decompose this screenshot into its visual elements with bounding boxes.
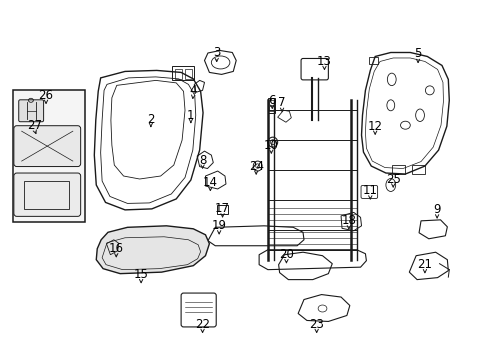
Bar: [13, 90, 85, 222]
Text: 7: 7: [278, 96, 285, 109]
FancyBboxPatch shape: [19, 100, 43, 122]
Text: 2: 2: [147, 113, 154, 126]
Bar: [217, 205, 227, 214]
Text: 14: 14: [203, 176, 218, 189]
Text: 24: 24: [248, 159, 263, 172]
Bar: [368, 58, 377, 64]
Bar: [24, 181, 69, 209]
Bar: [172, 67, 194, 80]
Text: 11: 11: [362, 184, 377, 197]
Text: 1: 1: [187, 109, 194, 122]
Bar: [411, 165, 425, 174]
Text: 18: 18: [341, 214, 356, 228]
Text: 21: 21: [417, 258, 431, 271]
Text: 22: 22: [195, 318, 210, 331]
Bar: [174, 69, 182, 79]
FancyBboxPatch shape: [14, 173, 81, 216]
Text: 26: 26: [39, 89, 53, 102]
Text: 4: 4: [189, 84, 197, 97]
Text: 3: 3: [213, 46, 220, 59]
Bar: [268, 106, 273, 111]
Bar: [391, 165, 405, 174]
Text: 20: 20: [279, 248, 293, 261]
Text: 13: 13: [316, 55, 331, 68]
Bar: [184, 69, 191, 79]
FancyBboxPatch shape: [14, 126, 81, 167]
Text: 8: 8: [199, 154, 206, 167]
Text: 25: 25: [385, 172, 400, 185]
Text: 12: 12: [367, 120, 382, 133]
Text: 16: 16: [108, 242, 123, 255]
Bar: [267, 98, 274, 113]
Text: 27: 27: [27, 119, 42, 132]
Bar: [268, 100, 273, 105]
Text: 10: 10: [264, 139, 278, 152]
Polygon shape: [96, 226, 209, 274]
Text: 6: 6: [268, 94, 276, 107]
Text: 17: 17: [215, 202, 229, 215]
Text: 5: 5: [413, 48, 421, 60]
Text: 23: 23: [308, 318, 324, 331]
Text: 9: 9: [432, 203, 440, 216]
Text: 19: 19: [211, 219, 226, 232]
Text: 15: 15: [133, 268, 148, 281]
